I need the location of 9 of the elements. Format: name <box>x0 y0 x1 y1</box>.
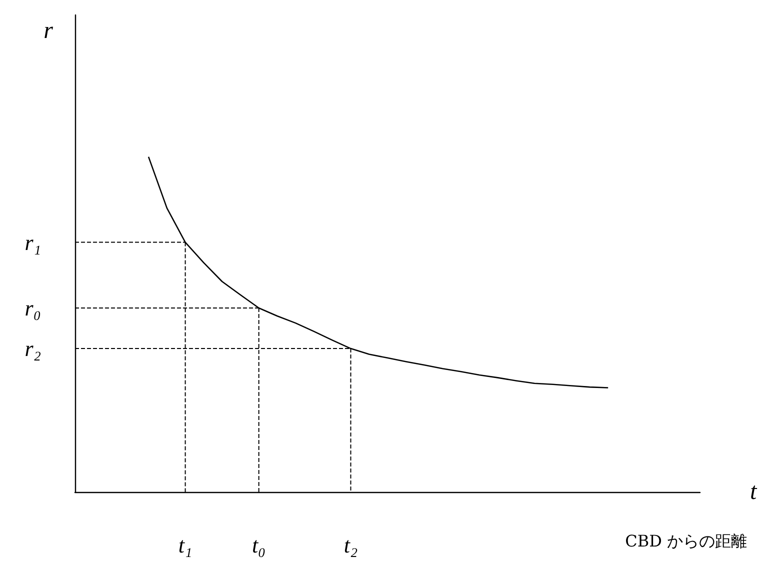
y-axis-title: r <box>44 18 54 44</box>
x-tick-label: t₀ <box>252 532 266 558</box>
series-label: r₀ <box>24 295 41 320</box>
series-label: r₁ <box>24 230 41 255</box>
x-tick-label: t₂ <box>344 532 358 558</box>
text: CBD からの距離 <box>625 532 748 550</box>
x-tick-label: t₁ <box>178 532 192 558</box>
x-axis-title: t <box>750 479 758 505</box>
series-label: r₂ <box>24 336 42 362</box>
